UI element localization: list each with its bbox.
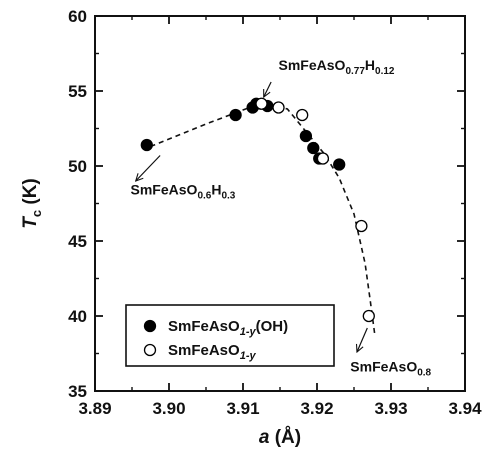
x-tick-label: 3.89	[78, 399, 111, 418]
x-tick-label: 3.92	[300, 399, 333, 418]
x-axis-label: a (Å)	[259, 427, 301, 448]
filled-point	[333, 158, 346, 171]
trend-line-group	[150, 102, 376, 335]
open-point	[255, 97, 268, 110]
open-point	[316, 152, 330, 165]
legend-box	[125, 304, 335, 367]
x-tick-label: 3.90	[152, 399, 185, 418]
filled-point	[140, 138, 153, 152]
legend-label: SmFeAsO1-y	[168, 342, 256, 362]
legend: SmFeAsO1-y(OH) SmFeAsO1-y	[125, 304, 335, 367]
annotation-arrow-top	[264, 81, 272, 97]
filled-point	[307, 141, 320, 155]
annotation-arrow-bottom	[357, 327, 368, 352]
filled-point	[299, 129, 313, 143]
legend-marker-filled	[143, 319, 157, 333]
x-tick-label: 3.91	[226, 399, 259, 418]
legend-marker-open	[143, 343, 157, 357]
y-tick-label: 45	[68, 232, 87, 251]
open-point	[296, 108, 309, 122]
open-point	[362, 309, 375, 323]
y-tick-label: 40	[68, 307, 87, 326]
x-tick-label: 3.94	[448, 399, 482, 418]
legend-label: SmFeAsO1-y(OH)	[168, 318, 288, 338]
annotation-label-bottom: SmFeAsO0.8	[350, 359, 431, 379]
y-axis-label: Tc (K)	[20, 178, 44, 229]
annotation-label-top: SmFeAsO0.77H0.12	[279, 57, 395, 77]
y-tick-label: 50	[68, 157, 87, 176]
y-tick-label: 60	[68, 7, 87, 26]
y-tick-label: 35	[68, 382, 87, 401]
x-tick-label: 3.93	[374, 399, 407, 418]
axes: 3.89 3.90 3.91 3.92 3.93 3.94 35 40 45 50 55 60 a (Å…	[20, 7, 482, 448]
y-tick-label: 55	[68, 82, 87, 101]
annotations: SmFeAsO0.77H0.12 SmFeAsO0.6H0.3 SmFeAsO0.8	[131, 57, 432, 379]
open-point	[355, 219, 368, 233]
data-points	[140, 97, 375, 323]
filled-point	[229, 108, 242, 122]
open-point	[272, 101, 285, 114]
annotation-label-left: SmFeAsO0.6H0.3	[131, 182, 236, 202]
trend-line	[150, 102, 376, 335]
annotation-arrow-left	[136, 155, 161, 182]
